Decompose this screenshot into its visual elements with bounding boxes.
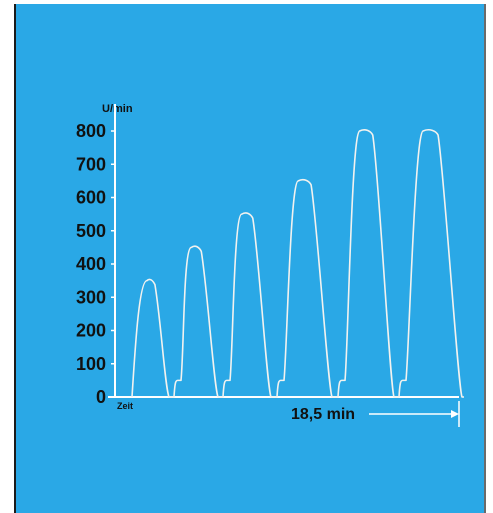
y-tick-label: 600 — [76, 188, 106, 208]
y-tick-label: 800 — [76, 121, 106, 141]
y-unit-label: U/min — [102, 103, 133, 115]
y-tick-group: 0 100 200 300 400 500 600 700 800 — [76, 121, 115, 407]
y-tick-label: 0 — [96, 387, 106, 407]
chart-panel: U/min 0 100 200 300 400 500 600 700 800 Zeit 18,… — [14, 4, 486, 513]
y-tick-label: 700 — [76, 154, 106, 174]
y-tick-label: 400 — [76, 254, 106, 274]
speed-chart: U/min 0 100 200 300 400 500 600 700 800 Zeit 18,… — [76, 103, 464, 427]
y-tick-label: 500 — [76, 221, 106, 241]
y-tick-label: 100 — [76, 354, 106, 374]
y-tick-label: 200 — [76, 321, 106, 341]
y-tick-label: 300 — [76, 287, 106, 307]
duration-arrow-head — [451, 410, 459, 418]
speed-trace — [131, 128, 464, 398]
x-start-label: Zeit — [117, 401, 133, 411]
duration-label: 18,5 min — [291, 406, 355, 423]
